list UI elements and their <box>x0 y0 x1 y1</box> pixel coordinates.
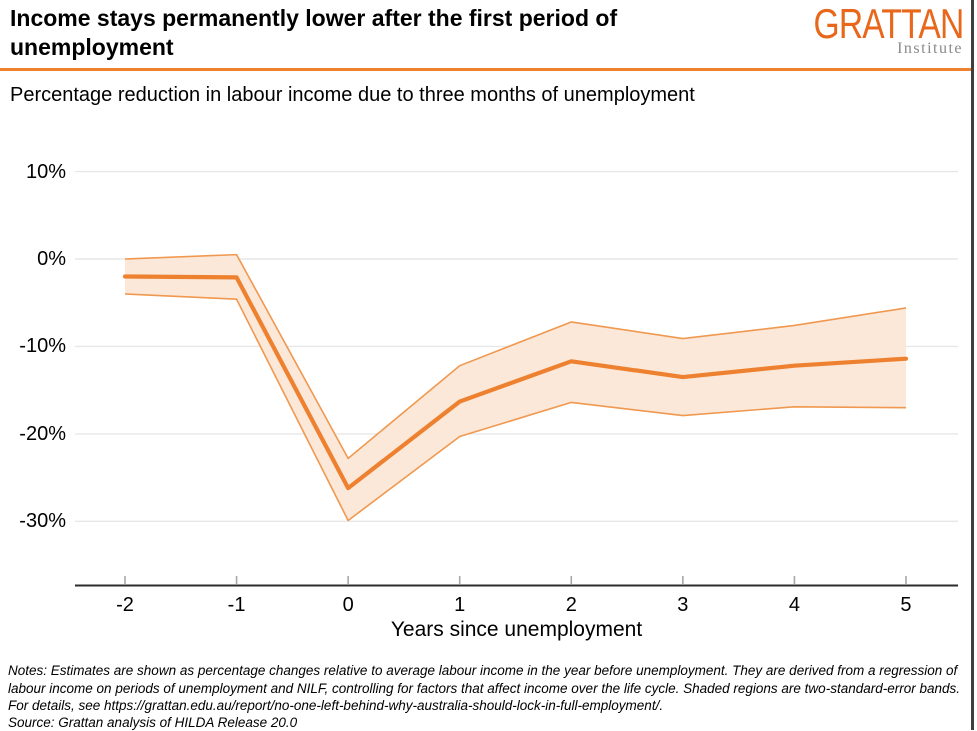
y-tick-label: 0% <box>37 248 66 270</box>
notes-text: Notes: Estimates are shown as percentage… <box>8 663 961 713</box>
grattan-logo-wordmark: GRATTAN <box>813 0 964 47</box>
x-tick-label: 2 <box>565 594 577 616</box>
y-tick-label: -30% <box>19 510 66 533</box>
chart-subtitle: Percentage reduction in labour income du… <box>10 84 695 106</box>
x-tick-label: 4 <box>788 594 800 616</box>
x-tick-label: 5 <box>900 594 912 616</box>
central-estimate-line <box>122 274 909 491</box>
x-tick-label: 0 <box>342 594 354 616</box>
title-divider-rule <box>0 68 971 71</box>
band-upper-edge <box>124 253 907 460</box>
source-text: Source: Grattan analysis of HILDA Releas… <box>8 715 298 730</box>
x-axis-title: Years since unemployment <box>390 618 643 641</box>
x-tick-label: -1 <box>227 594 246 616</box>
x-tick-label: -2 <box>116 594 134 616</box>
x-tick-label: 1 <box>454 594 466 616</box>
band-lower-edge <box>124 293 906 522</box>
x-tick-label: 3 <box>677 594 689 616</box>
chart-title: Income stays permanently lower after the… <box>10 5 618 60</box>
grattan-institute-logo: GRATTAN Institute <box>776 0 964 58</box>
grattan-logo-institute-text: Institute <box>897 40 963 57</box>
confidence-band <box>125 254 906 521</box>
y-tick-label: -10% <box>19 335 66 358</box>
y-tick-label: -20% <box>19 422 66 445</box>
y-tick-label: 10% <box>25 160 66 183</box>
right-edge-border <box>971 0 974 730</box>
